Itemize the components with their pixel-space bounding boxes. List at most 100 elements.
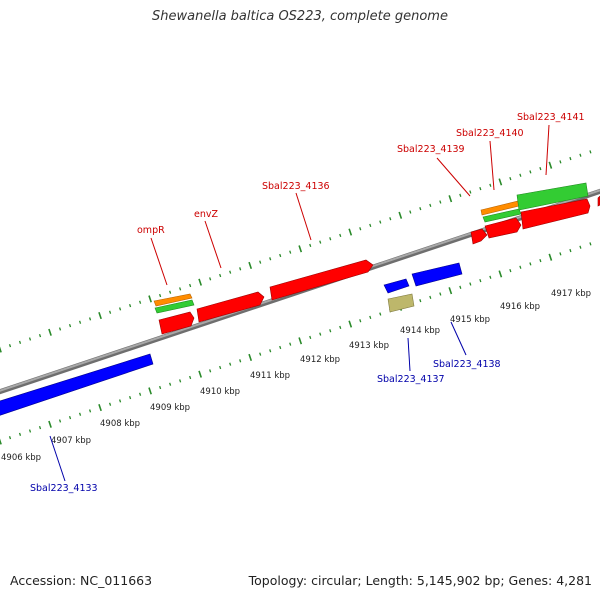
gene-sbal223-4140[interactable] xyxy=(484,217,522,239)
tick-mark xyxy=(569,248,572,253)
tick-mark xyxy=(118,399,122,403)
tick-mark xyxy=(498,270,503,278)
tick-mark xyxy=(369,223,372,228)
gene-sbal223-4137[interactable] xyxy=(383,278,410,294)
gene-label-sbal223-4133: Sbal223_4133 xyxy=(30,483,98,494)
feature-green-ompr[interactable] xyxy=(154,299,195,314)
tick-mark xyxy=(239,359,242,363)
tick-mark xyxy=(539,166,542,171)
tick-mark xyxy=(0,438,2,445)
leader-line-sbal223-4138 xyxy=(450,321,467,356)
tick-mark xyxy=(18,432,22,436)
tick-mark xyxy=(169,382,172,386)
tick-mark xyxy=(459,193,462,197)
tick-mark xyxy=(139,392,142,396)
tick-mark xyxy=(348,320,353,328)
gene-label-sbal223-4138: Sbal223_4138 xyxy=(433,359,501,370)
tick-mark xyxy=(359,319,362,323)
tick-mark xyxy=(439,200,442,204)
gene-sbal223-4136[interactable] xyxy=(269,259,374,301)
tick-mark xyxy=(259,260,262,264)
tick-mark xyxy=(289,250,292,254)
scale-tick-label: 4915 kbp xyxy=(450,315,490,325)
tick-mark xyxy=(339,325,342,330)
tick-mark xyxy=(579,245,582,249)
scale-tick-label: 4911 kbp xyxy=(250,371,290,381)
gene-ompr[interactable] xyxy=(158,311,195,335)
tick-mark xyxy=(479,279,482,283)
tick-mark xyxy=(319,332,322,336)
tick-mark xyxy=(179,379,182,383)
tick-mark xyxy=(289,342,292,346)
tick-mark xyxy=(198,278,203,286)
tick-mark xyxy=(68,323,72,328)
tick-mark xyxy=(259,352,262,356)
tick-mark xyxy=(148,295,152,303)
tick-mark xyxy=(179,287,182,291)
tick-mark xyxy=(28,337,32,341)
scale-tick-label: 4909 kbp xyxy=(150,403,190,413)
scale-tick-label: 4912 kbp xyxy=(300,355,340,365)
gene-sbal223-4133[interactable] xyxy=(0,353,154,417)
tick-mark xyxy=(68,415,72,420)
tick-mark xyxy=(489,183,492,187)
tick-mark xyxy=(589,150,592,154)
tick-mark xyxy=(159,385,162,390)
tick-mark xyxy=(548,253,553,261)
tick-mark xyxy=(469,190,472,194)
scale-tick-label: 4917 kbp xyxy=(551,289,591,299)
tick-mark xyxy=(48,328,52,336)
tick-mark xyxy=(98,404,102,412)
tick-mark xyxy=(108,310,112,314)
tick-mark xyxy=(239,267,242,271)
scale-tick-label: 4910 kbp xyxy=(200,387,240,397)
gene-sbal223-4139[interactable] xyxy=(470,228,488,245)
accession-text: Accession: NC_011663 xyxy=(10,573,153,588)
tick-mark xyxy=(448,287,453,295)
tick-mark xyxy=(429,295,432,299)
gene-envz[interactable] xyxy=(196,291,265,323)
tick-mark xyxy=(429,203,432,207)
tick-mark xyxy=(108,402,112,406)
gene-sbal223-4138[interactable] xyxy=(411,262,463,287)
tick-mark xyxy=(469,282,472,286)
tick-mark xyxy=(139,300,142,304)
scale-tick-label: 4914 kbp xyxy=(400,326,440,336)
tick-mark xyxy=(279,345,282,350)
tick-mark xyxy=(489,275,492,279)
tick-mark xyxy=(28,429,32,433)
map-title: Shewanella baltica OS223, complete genom… xyxy=(152,9,448,24)
leader-line-ompr xyxy=(150,237,168,286)
tick-mark xyxy=(8,436,12,440)
feature-khaki-sbal223-4137[interactable] xyxy=(387,293,415,313)
gene-label-sbal223-4137: Sbal223_4137 xyxy=(377,374,445,385)
tick-mark xyxy=(459,285,462,289)
tick-mark xyxy=(419,299,422,303)
tick-mark xyxy=(548,161,553,169)
tick-mark xyxy=(348,228,353,236)
gene-label-sbal223-4139: Sbal223_4139 xyxy=(397,144,465,155)
tick-mark xyxy=(559,160,562,164)
leader-line-sbal223-4136 xyxy=(295,192,312,241)
tick-mark xyxy=(298,337,303,345)
tick-mark xyxy=(38,334,42,338)
tick-mark xyxy=(18,340,22,344)
tick-mark xyxy=(8,344,12,348)
tick-mark xyxy=(269,257,272,261)
tick-mark xyxy=(209,277,212,281)
feature-orange-ompr[interactable] xyxy=(153,293,193,307)
scale-tick-label: 4913 kbp xyxy=(349,341,389,351)
scale-tick-label: 4916 kbp xyxy=(500,302,540,312)
tick-mark xyxy=(0,346,2,353)
tick-mark xyxy=(509,176,512,181)
gene-sbal223-4141[interactable] xyxy=(520,198,591,230)
tick-mark xyxy=(229,362,232,366)
tick-mark xyxy=(579,153,582,157)
tick-mark xyxy=(269,349,272,353)
tick-mark xyxy=(189,375,192,380)
tick-mark xyxy=(369,315,372,320)
tick-mark xyxy=(88,409,92,413)
gene-label-sbal223-4141: Sbal223_4141 xyxy=(517,112,585,123)
tick-mark xyxy=(128,303,132,308)
feature-green-sbal223-4141[interactable] xyxy=(516,182,589,211)
